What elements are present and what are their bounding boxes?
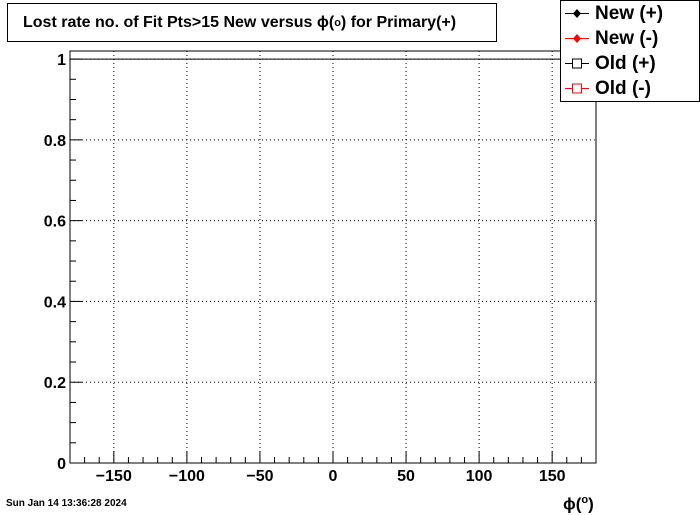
filled-diamond-icon [561,26,591,51]
x-axis-title-symbol: ϕ( [563,494,582,514]
chart-title: Lost rate no. of Fit Pts>15 New versus ϕ… [7,3,497,42]
y-tick-label: 0.4 [44,294,66,311]
x-tick-label: −100 [169,468,205,485]
y-tick-label: 0.2 [44,375,66,392]
x-tick-label: 150 [539,468,566,485]
chart-title-text: Lost rate no. of Fit Pts>15 New versus ϕ… [23,13,335,31]
plot-frame [69,50,597,464]
y-tick-label: 0.8 [44,133,66,150]
y-tick-label: 0.6 [44,214,66,231]
x-tick-label: −150 [96,468,132,485]
legend-entry-old-plus: Old (+) [561,51,700,76]
legend: New (+) New (-) Old (+) Old (-) [560,0,700,102]
open-square-icon [561,51,591,76]
chart-title-suffix: ) for Primary(+) [340,13,457,31]
y-tick-label: 1 [57,52,66,69]
x-tick-label: 0 [329,468,338,485]
y-tick-label: 0 [57,456,66,473]
legend-label: New (-) [595,27,659,49]
x-tick-label: 100 [466,468,493,485]
legend-entry-new-minus: New (-) [561,26,700,51]
x-tick-label: −50 [246,468,273,485]
legend-entry-old-minus: Old (-) [561,76,700,101]
x-axis-title-degree: o [581,494,589,506]
timestamp: Sun Jan 14 13:36:28 2024 [6,498,127,509]
legend-label: New (+) [595,2,664,24]
legend-label: Old (+) [595,52,656,74]
legend-entry-new-plus: New (+) [561,1,700,26]
filled-diamond-icon [561,1,591,26]
chart-title-degree: o [334,16,341,29]
x-tick-label: 50 [397,468,415,485]
x-axis-title: ϕ(o) [563,494,594,515]
open-square-icon [561,76,591,101]
legend-label: Old (-) [595,77,651,99]
x-axis-title-close: ) [588,494,594,514]
